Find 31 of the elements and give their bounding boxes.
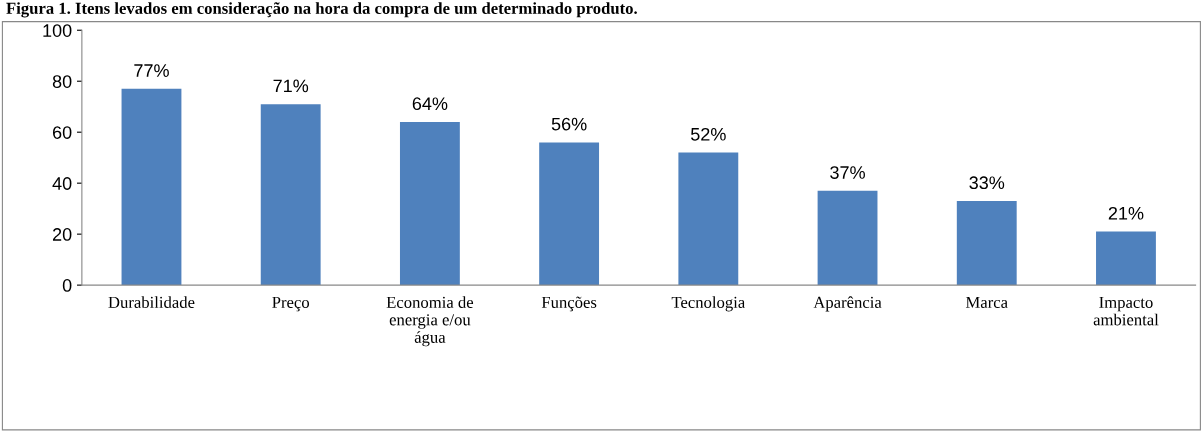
bar xyxy=(539,142,600,286)
x-tick-label: Durabilidade xyxy=(108,296,195,308)
data-label: 77% xyxy=(134,64,169,77)
bar xyxy=(260,104,321,286)
y-tick-label: 60 xyxy=(52,126,72,139)
data-label: 71% xyxy=(273,79,309,93)
data-label: 64% xyxy=(412,97,448,111)
x-tick-label: Aparência xyxy=(813,296,882,312)
data-label: 56% xyxy=(551,117,587,131)
x-tick-label: Marca xyxy=(965,296,1008,308)
y-tick-label: 20 xyxy=(52,228,72,241)
x-tick-label: Funções xyxy=(541,296,597,312)
bar xyxy=(399,122,460,286)
data-label: 37% xyxy=(830,166,865,179)
chart-title: Figura 1. Itens levados em consideração na hora da compra de um determinado produto. xyxy=(6,2,637,18)
bar xyxy=(1096,231,1156,286)
x-tick-label: Impacto ambiental xyxy=(1093,296,1159,326)
y-tick-label: 40 xyxy=(52,177,72,190)
y-tick-label: 100 xyxy=(43,24,72,37)
data-label: 33% xyxy=(969,176,1005,190)
x-tick-label: Preço xyxy=(272,296,310,312)
x-tick-label: Tecnologia xyxy=(671,296,745,312)
bar xyxy=(817,190,878,286)
x-tick-label: Economia de energia e/ou água xyxy=(386,296,474,347)
data-label: 21% xyxy=(1108,206,1144,220)
data-label: 52% xyxy=(690,127,726,141)
y-tick-label: 80 xyxy=(52,75,72,88)
y-tick-label: 0 xyxy=(62,279,72,292)
bar xyxy=(678,152,739,286)
bar xyxy=(121,88,182,286)
bar xyxy=(956,201,1017,286)
